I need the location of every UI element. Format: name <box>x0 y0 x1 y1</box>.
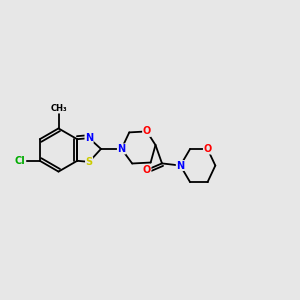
Text: O: O <box>143 165 151 175</box>
Text: N: N <box>176 160 184 171</box>
Text: O: O <box>203 144 212 154</box>
Text: Cl: Cl <box>15 156 26 166</box>
Text: N: N <box>117 144 125 154</box>
Text: CH₃: CH₃ <box>50 104 67 113</box>
Text: S: S <box>85 157 93 167</box>
Text: O: O <box>142 126 151 136</box>
Text: N: N <box>85 133 93 143</box>
